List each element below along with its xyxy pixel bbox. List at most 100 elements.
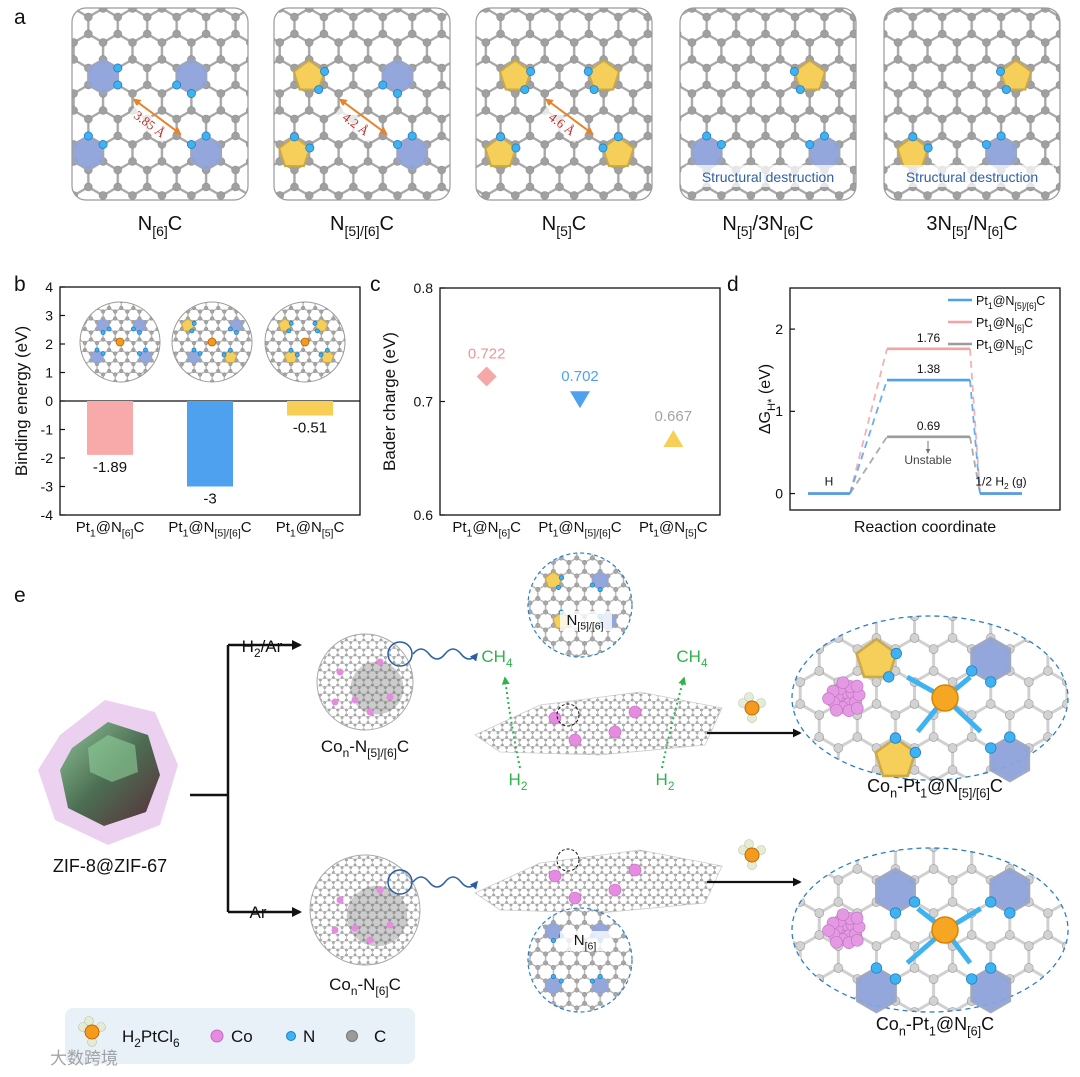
nitrogen-atom (98, 140, 108, 149)
nitrogen-atom (558, 575, 565, 581)
particle (309, 854, 421, 966)
text-part: Pt (976, 294, 988, 308)
subscript: n (343, 746, 350, 760)
inset-label-bg (560, 931, 612, 951)
subscript: [5] (685, 528, 697, 540)
nitrogen-atom (106, 326, 112, 332)
legend-label: Co (231, 1027, 253, 1046)
nitrogen-atom (870, 962, 883, 974)
gas-label: H2 (656, 770, 675, 793)
nitrogen-atom (318, 352, 324, 358)
nitrogen-atom (1004, 731, 1016, 743)
text-part: C (389, 975, 401, 994)
distance-label-bg (539, 104, 584, 143)
text-part: (g) (1009, 475, 1027, 489)
subscript: 1 (920, 786, 927, 800)
co-particle (366, 936, 374, 944)
nitrogen-atom (702, 131, 712, 141)
bar (87, 401, 133, 455)
value-label: 0.69 (917, 419, 941, 433)
nitrogen-atom (883, 671, 895, 683)
subscript: [5]/[6] (367, 746, 397, 760)
nitrogen-atom (996, 67, 1005, 76)
cl-atom (84, 1016, 94, 1026)
text-part: Co (329, 975, 351, 994)
subscript: [5]/[6] (214, 528, 240, 540)
distance-label-bg (333, 104, 378, 143)
nitrogen-atom (589, 582, 595, 588)
co-cluster (628, 863, 642, 877)
hexagon-ring (875, 867, 916, 915)
bar (287, 401, 333, 416)
nitrogen-atom (227, 326, 233, 332)
value-label: 1.38 (917, 362, 941, 376)
text-part: /Ar (261, 637, 283, 656)
text-part: -Pt (897, 776, 920, 796)
co-cluster (548, 869, 562, 883)
nitrogen-atom (137, 330, 142, 335)
subscript: [6] (988, 223, 1004, 239)
hexagon-ring (545, 921, 562, 942)
co-cluster (608, 883, 622, 897)
co-particle (331, 926, 339, 934)
text-part: Co (876, 1014, 899, 1034)
connector (969, 380, 981, 494)
zoom-circle (387, 641, 413, 667)
nitrogen-atom (320, 67, 330, 76)
plot-frame (789, 287, 1061, 511)
hexagon-ring (690, 134, 723, 172)
y-tick-label: 2 (775, 321, 783, 337)
text-part: C (1024, 338, 1033, 352)
panel-label: e (14, 584, 26, 607)
pt-atom (744, 700, 760, 716)
subscript: [6] (152, 223, 168, 239)
watermark: 大数跨境 (50, 1049, 118, 1068)
pt-atom (744, 847, 760, 863)
point (476, 366, 497, 387)
structure-label: N[5]C (542, 213, 586, 239)
pt-atom (115, 337, 125, 347)
nitrogen-atom (908, 896, 921, 908)
nitrogen-atom (1004, 907, 1016, 919)
pt-atom (84, 1024, 100, 1040)
nitrogen-atom (312, 321, 318, 326)
hexagon-ring (985, 134, 1017, 172)
co-atom (822, 924, 835, 937)
subscript: [5]/[6] (577, 621, 603, 633)
hexagon-ring (989, 867, 1031, 915)
text-part: -Pt (906, 1014, 929, 1034)
co-particle (376, 886, 384, 894)
subscript: [6] (375, 984, 388, 998)
value-label: 0.722 (468, 346, 506, 363)
text-part: N (574, 932, 585, 949)
co-cluster (548, 711, 562, 725)
nitrogen-atom (227, 347, 233, 353)
nitrogen-atom (555, 584, 561, 590)
structure-frame (273, 7, 451, 201)
nitrogen-atom (137, 351, 142, 356)
text-part: N (566, 612, 577, 629)
nitrogen-atom (201, 131, 211, 141)
cl-atom (744, 692, 754, 702)
zoom-circle (387, 869, 413, 895)
co-atom (830, 935, 843, 949)
subscript: 1 (553, 528, 559, 540)
nitrogen-atom (378, 80, 388, 90)
nitrogen-atom (923, 143, 933, 153)
nitrogen-atom (526, 67, 536, 76)
text-part: H (656, 770, 668, 789)
text-part: 1/2 H (975, 475, 1004, 489)
nitrogen-atom (589, 978, 595, 984)
co-atom (850, 679, 864, 693)
distance-label-bg (127, 104, 172, 143)
y-tick-label: 2 (45, 336, 53, 352)
nitrogen-atom (908, 132, 918, 142)
nitrogen-atom (314, 328, 320, 334)
subscript: [6] (122, 528, 134, 540)
structure-inset (264, 301, 346, 383)
nitrogen-atom (294, 352, 300, 358)
value-label: -0.51 (293, 420, 327, 437)
y-tick-label: -4 (41, 507, 54, 523)
text-part: C (1003, 213, 1017, 235)
